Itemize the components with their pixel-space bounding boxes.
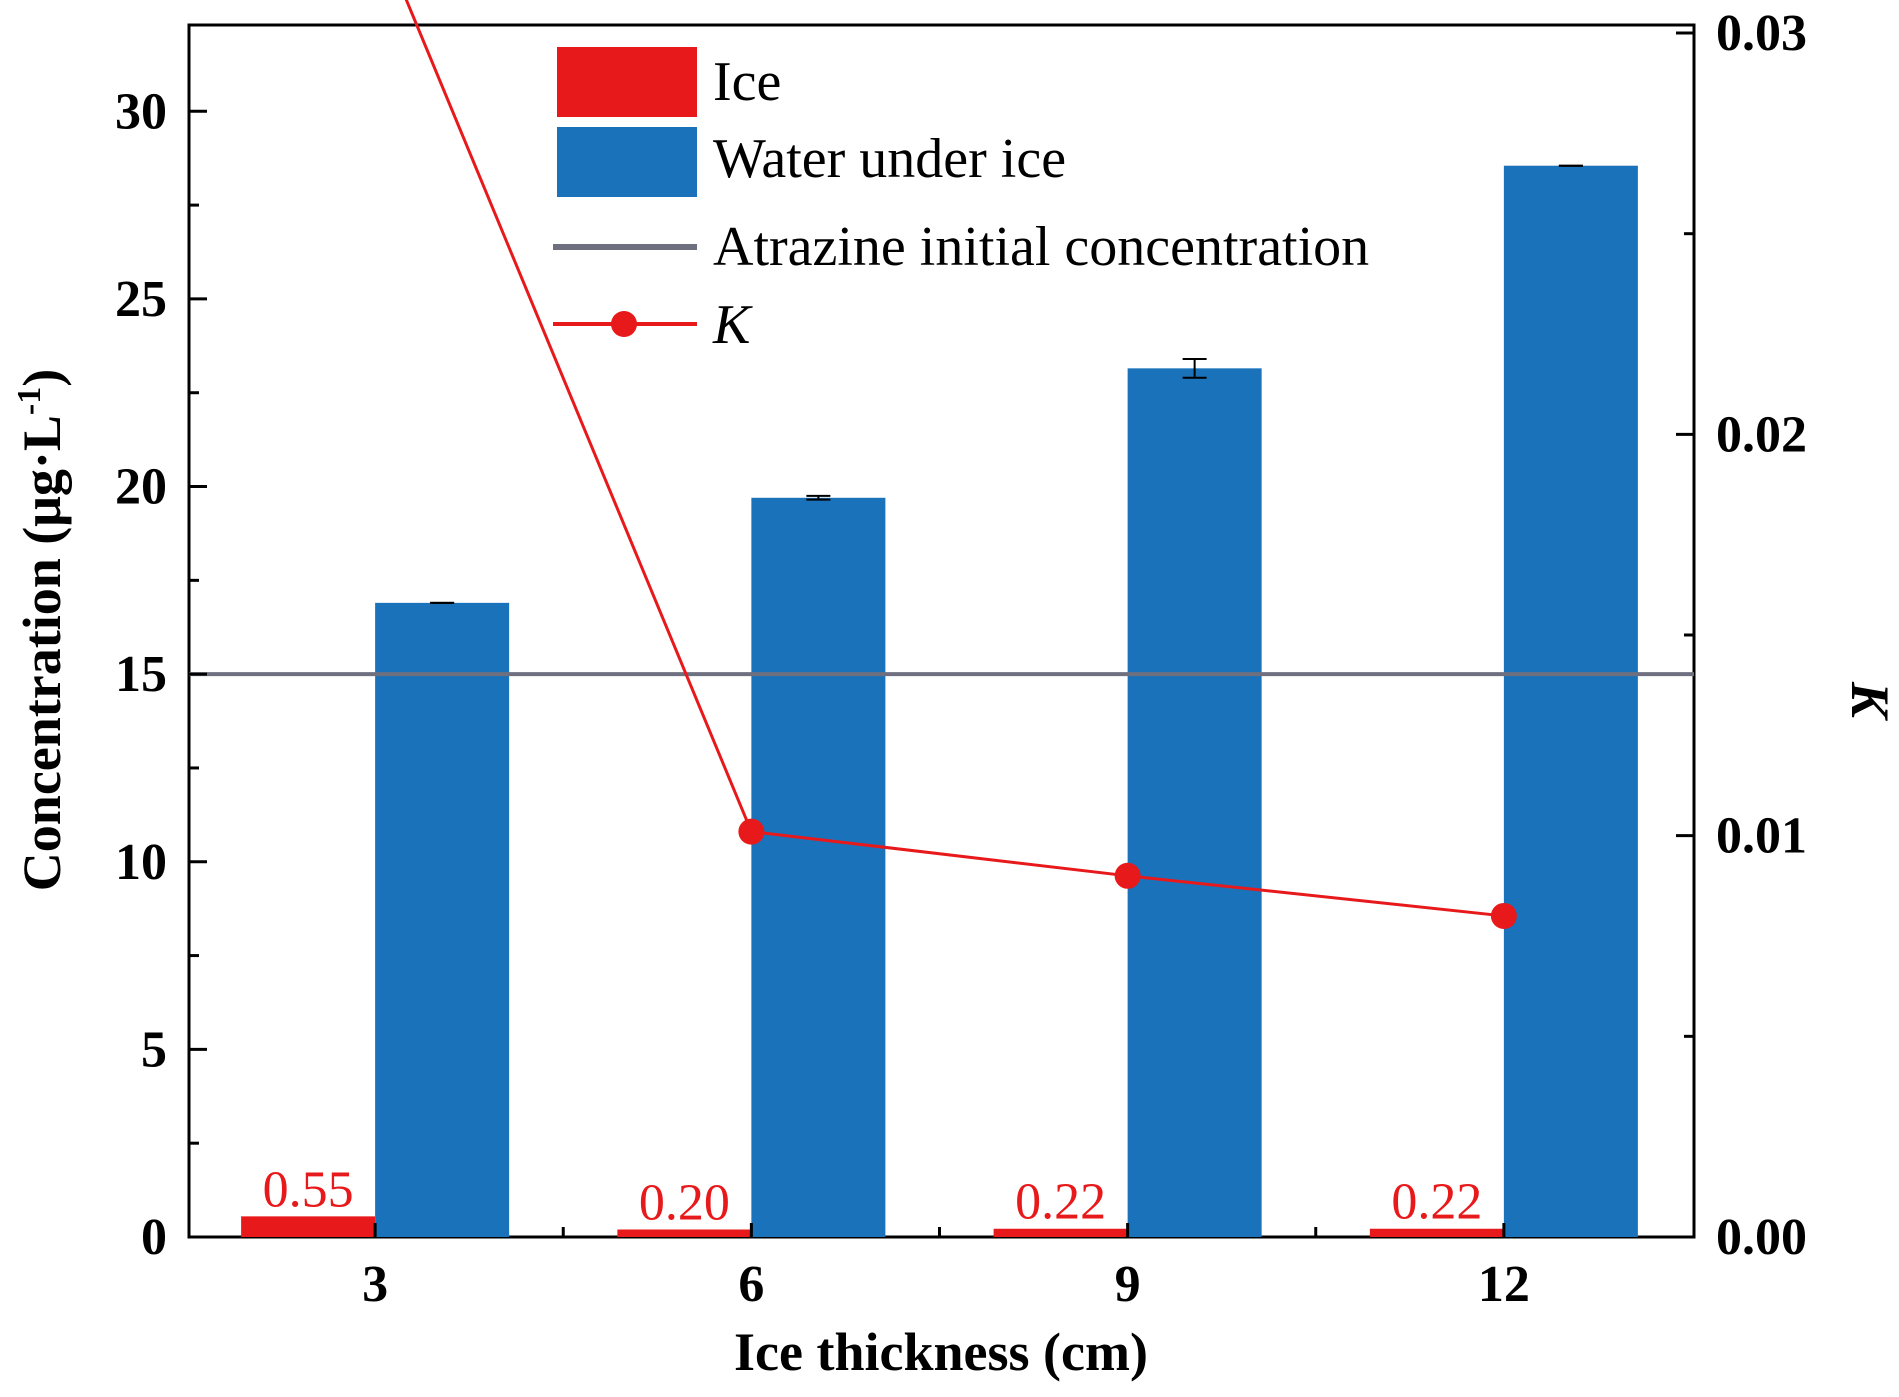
k-point bbox=[1490, 902, 1517, 929]
y-tick-label: 25 bbox=[115, 271, 167, 328]
y2-tick-label: 0.00 bbox=[1716, 1209, 1807, 1266]
legend: Ice Water under ice Atrazine initial con… bbox=[553, 47, 1369, 356]
plot-frame bbox=[187, 23, 1696, 1239]
y-tick-label: 15 bbox=[115, 646, 167, 703]
legend-label-water: Water under ice bbox=[713, 128, 1066, 190]
y2-tick-label: 0.02 bbox=[1716, 406, 1807, 463]
y-axis-title: Concentration (μg·L-1) bbox=[11, 369, 72, 891]
bar-water bbox=[1503, 165, 1638, 1238]
data-label-ice: 0.20 bbox=[639, 1174, 730, 1231]
k-series-line bbox=[404, 0, 1505, 918]
k-point bbox=[738, 818, 765, 845]
x-tick-label: 6 bbox=[738, 1256, 764, 1313]
x-axis-title: Ice thickness (cm) bbox=[734, 1322, 1148, 1382]
bar-ice bbox=[241, 1216, 376, 1237]
y-tick-label: 30 bbox=[115, 83, 167, 140]
bar-ice bbox=[993, 1228, 1128, 1237]
y2-tick-label: 0.03 bbox=[1716, 5, 1807, 62]
data-label-ice: 0.22 bbox=[1391, 1174, 1482, 1231]
bar-water bbox=[751, 497, 886, 1237]
k-point bbox=[1114, 862, 1141, 889]
legend-label-ice: Ice bbox=[713, 51, 781, 113]
y2-axis-title: K bbox=[1840, 681, 1899, 722]
bar-ice bbox=[1369, 1228, 1504, 1237]
x-tick-label: 9 bbox=[1115, 1256, 1141, 1313]
y2-tick-label: 0.01 bbox=[1716, 808, 1807, 865]
x-tick-label: 3 bbox=[362, 1256, 388, 1313]
y-tick-label: 0 bbox=[141, 1209, 167, 1266]
legend-label-k: K bbox=[712, 294, 753, 356]
data-label-ice: 0.22 bbox=[1015, 1174, 1106, 1231]
bar-water bbox=[1127, 368, 1262, 1237]
data-label-ice: 0.55 bbox=[263, 1161, 354, 1218]
bar-ice bbox=[617, 1229, 752, 1237]
legend-label-initial: Atrazine initial concentration bbox=[713, 216, 1369, 278]
y-tick-label: 10 bbox=[115, 834, 167, 891]
y-tick-label: 5 bbox=[141, 1021, 167, 1078]
bar-water bbox=[375, 602, 510, 1237]
y-tick-label: 20 bbox=[115, 459, 167, 516]
legend-swatch-ice bbox=[557, 47, 697, 117]
legend-swatch-water bbox=[557, 127, 697, 197]
x-tick-label: 12 bbox=[1478, 1256, 1530, 1313]
legend-swatch-k-marker bbox=[611, 311, 637, 337]
